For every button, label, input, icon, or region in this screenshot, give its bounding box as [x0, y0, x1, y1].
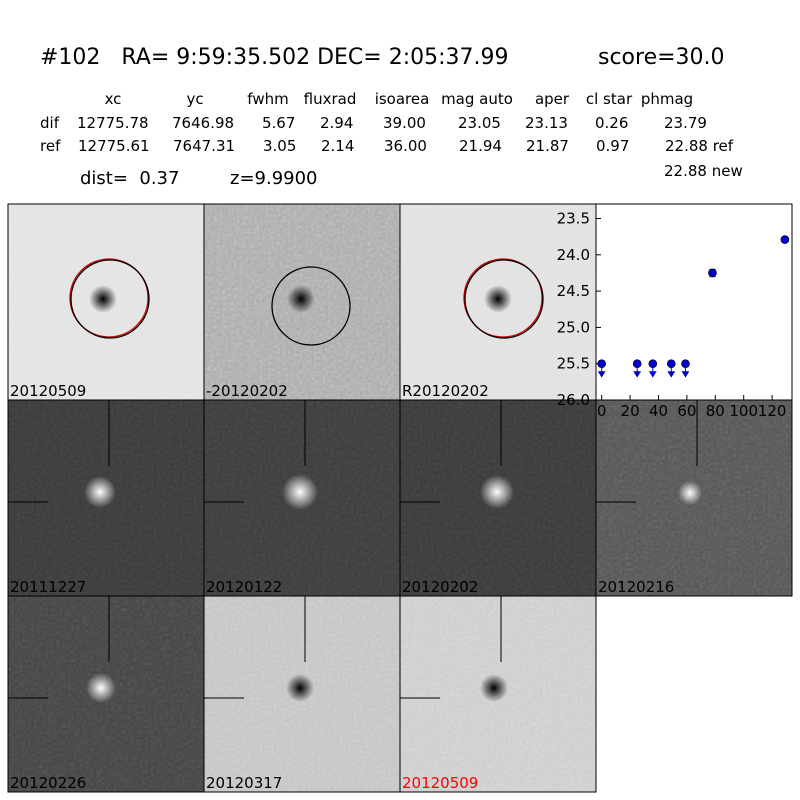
x-tick-label: 40 [649, 402, 668, 420]
point [780, 235, 790, 244]
table-cell: 7647.31 [173, 137, 235, 155]
source [480, 674, 508, 702]
x-tick-label: 60 [677, 402, 696, 420]
stamp: 20120317 [203, 595, 401, 793]
x-tick-label: 120 [758, 402, 787, 420]
point [666, 359, 676, 369]
table-cell: dif [40, 114, 60, 132]
table-cell: 0.26 [595, 114, 628, 132]
stamp: 20120509 [7, 203, 205, 401]
y-tick-label: 24.5 [557, 282, 590, 300]
point [708, 268, 717, 278]
source [89, 285, 117, 313]
table-cell: 12775.61 [78, 137, 150, 155]
table-cell: 2.14 [321, 137, 354, 155]
stamp: 20120216 [595, 399, 793, 597]
source [678, 481, 702, 505]
stamp-label: 20120509 [10, 382, 86, 400]
column-header: fwhm [247, 90, 288, 108]
table-cell: 2.94 [320, 114, 353, 132]
stamp-label: R20120202 [402, 382, 489, 400]
column-header: xc [105, 90, 122, 108]
stamp: 20120202 [399, 399, 597, 597]
source [484, 285, 512, 313]
note: 22.88 new [664, 162, 743, 180]
stamp: 20120509 [399, 595, 597, 793]
point [648, 359, 658, 369]
stamp-label: 20120216 [598, 578, 674, 596]
table-cell: 23.13 [525, 114, 568, 132]
x-tick-label: 80 [706, 402, 725, 420]
table-cell: 36.00 [384, 137, 427, 155]
table-cell: 7646.98 [172, 114, 234, 132]
stamp-label: -20120202 [206, 382, 288, 400]
column-header: isoarea [375, 90, 430, 108]
plot-area [595, 203, 793, 401]
table-cell: 5.67 [262, 114, 295, 132]
y-tick-label: 23.5 [557, 210, 590, 228]
column-header: mag auto [441, 90, 513, 108]
column-header: aper [535, 90, 570, 108]
table-cell: 39.00 [383, 114, 426, 132]
table-cell: 21.94 [459, 137, 502, 155]
x-tick-label: 100 [729, 402, 758, 420]
stamp-label: 20120509 [402, 774, 478, 792]
column-header: fluxrad [304, 90, 357, 108]
point [597, 359, 606, 369]
column-header: cl star [586, 90, 633, 108]
source [287, 285, 315, 313]
table-cell: 0.97 [596, 137, 629, 155]
point [632, 359, 642, 369]
y-tick-label: 25.5 [557, 355, 590, 373]
table-cell: ref [40, 137, 61, 155]
title: #102 RA= 9:59:35.502 DEC= 2:05:37.99 [40, 45, 509, 70]
table-cell: 3.05 [263, 137, 296, 155]
table-cell: 23.05 [458, 114, 501, 132]
score: score=30.0 [598, 45, 725, 70]
column-header: phmag [641, 90, 693, 108]
source [282, 474, 318, 510]
source [286, 674, 314, 702]
y-tick-label: 25.0 [557, 318, 590, 336]
stamp-label: 20111227 [10, 578, 86, 596]
source [86, 673, 116, 703]
aperture [271, 266, 351, 346]
source [480, 475, 514, 509]
column-header: yc [186, 90, 203, 108]
stamp: 20120226 [7, 595, 205, 793]
aperture [464, 259, 544, 339]
y-tick-label: 24.0 [557, 246, 590, 264]
stamp-label: 20120317 [206, 774, 282, 792]
table-cell: 21.87 [526, 137, 569, 155]
y-tick-label: 26.0 [557, 391, 590, 409]
dist: dist= 0.37 [80, 168, 179, 189]
stamp-label: 20120202 [402, 578, 478, 596]
stamp: -20120202 [203, 203, 401, 401]
x-tick-label: 0 [597, 402, 607, 420]
x-tick-label: 20 [621, 402, 640, 420]
aperture [463, 258, 543, 338]
stamp: 20111227 [7, 399, 205, 597]
stamp-label: 20120226 [10, 774, 86, 792]
redshift: z=9.9900 [230, 168, 318, 189]
source [84, 476, 116, 508]
stamp-label: 20120122 [206, 578, 282, 596]
table-cell: 23.79 [664, 114, 707, 132]
table-cell: 22.88 ref [665, 137, 734, 155]
stamp-frame [399, 595, 597, 793]
stamp: R20120202 [399, 203, 597, 401]
aperture [69, 258, 149, 338]
aperture [70, 259, 150, 339]
table-cell: 12775.78 [77, 114, 149, 132]
stamp: 20120122 [203, 399, 401, 597]
point [681, 359, 690, 369]
